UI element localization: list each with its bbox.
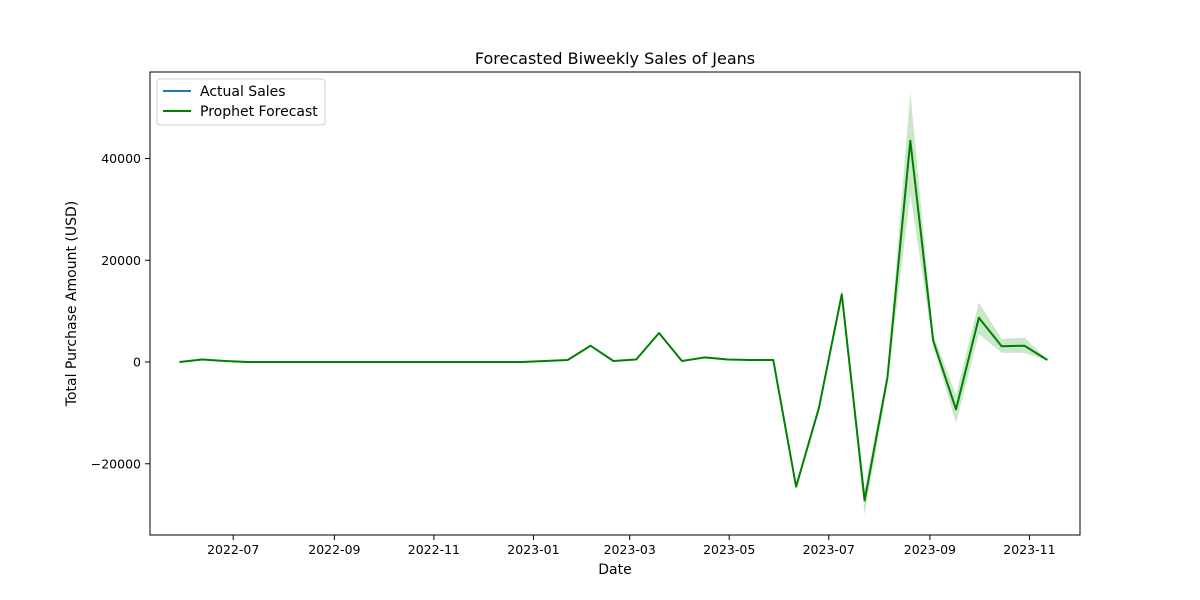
- x-tick-label: 2023-05: [703, 542, 755, 557]
- x-tick-label: 2023-09: [904, 542, 956, 557]
- plot-area: [149, 71, 1081, 536]
- x-tick-label: 2023-11: [1003, 542, 1055, 557]
- x-tick-label: 2023-01: [507, 542, 559, 557]
- x-tick-label: 2023-07: [803, 542, 855, 557]
- prophet-forecast-line: [179, 139, 1048, 502]
- x-tick-label: 2022-11: [408, 542, 460, 557]
- x-axis-label: Date: [598, 562, 631, 578]
- legend-label-actual-sales: Actual Sales: [200, 84, 286, 100]
- y-tick-label: 40000: [101, 151, 141, 166]
- x-axis: 2022-07 2022-09 2022-11 2023-01 2023-03 2023-…: [207, 535, 1056, 557]
- legend-label-prophet-forecast: Prophet Forecast: [200, 104, 318, 120]
- x-tick-label: 2022-09: [308, 542, 360, 557]
- x-tick-label: 2022-07: [207, 542, 259, 557]
- y-axis: −20000 0 20000 40000: [91, 151, 150, 471]
- chart-title: Forecasted Biweekly Sales of Jeans: [475, 49, 755, 68]
- y-tick-label: 20000: [101, 253, 141, 268]
- y-axis-label: Total Purchase Amount (USD): [64, 201, 80, 407]
- plot-frame: [149, 71, 1081, 536]
- series-line-layer: [179, 139, 1048, 502]
- legend-frame: [156, 78, 326, 126]
- x-tick-label: 2023-03: [604, 542, 656, 557]
- legend: Actual Sales Prophet Forecast: [156, 78, 326, 126]
- y-tick-label: 0: [133, 355, 141, 370]
- y-tick-label: −20000: [91, 456, 141, 471]
